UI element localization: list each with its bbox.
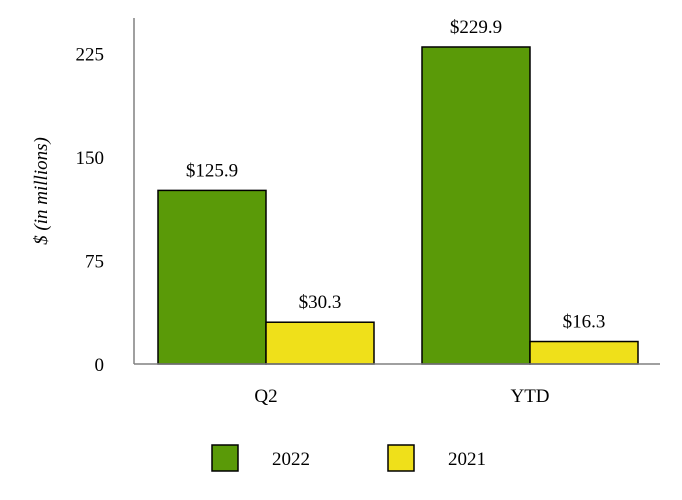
legend-label: 2021 bbox=[448, 449, 486, 470]
legend-label: 2022 bbox=[272, 449, 310, 470]
bar-2022-YTD bbox=[421, 46, 531, 365]
y-tick-label: 225 bbox=[76, 45, 105, 66]
bar-2022-Q2 bbox=[157, 189, 267, 365]
legend-swatch-2021 bbox=[387, 444, 415, 472]
bar-value-label: $125.9 bbox=[186, 160, 238, 181]
bar-value-label: $229.9 bbox=[450, 17, 502, 38]
x-axis-categories: Q2 YTD bbox=[254, 386, 549, 407]
legend: 2022 2021 bbox=[211, 444, 486, 472]
legend-swatch-2022 bbox=[211, 444, 239, 472]
x-category-label: YTD bbox=[510, 386, 549, 407]
bars bbox=[157, 46, 639, 365]
y-axis-ticks: 0 75 150 225 bbox=[76, 45, 105, 376]
y-tick-label: 75 bbox=[85, 252, 104, 273]
bar-2021-YTD bbox=[529, 340, 639, 365]
bar-data-labels: $125.9 $30.3 $229.9 $16.3 bbox=[186, 17, 606, 333]
y-tick-label: 0 bbox=[95, 355, 105, 376]
y-axis-label: $ (in millions) bbox=[31, 137, 52, 245]
bar-value-label: $30.3 bbox=[299, 292, 342, 313]
bar-value-label: $16.3 bbox=[563, 312, 606, 333]
y-tick-label: 150 bbox=[76, 148, 105, 169]
x-category-label: Q2 bbox=[254, 386, 277, 407]
bar-2021-Q2 bbox=[265, 321, 375, 365]
